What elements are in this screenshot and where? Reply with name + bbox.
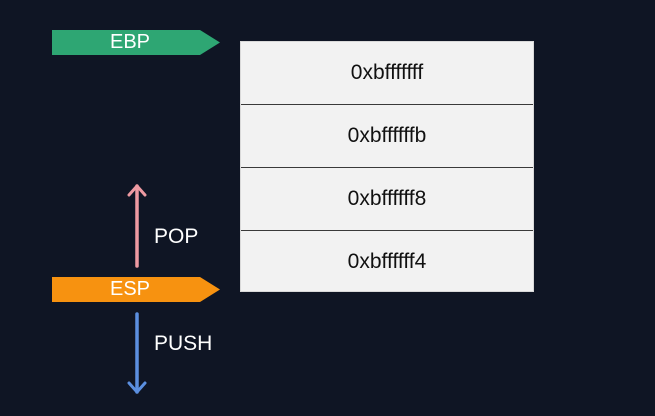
esp-label: ESP [109, 278, 151, 300]
stack-memory: 0xbfffffff 0xbffffffb 0xbffffff8 0xbffff… [240, 41, 534, 292]
ebp-label: EBP [109, 31, 151, 53]
push-label: PUSH [154, 332, 213, 355]
stack-cell-4: 0xbffffff4 [241, 230, 533, 292]
stack-cell-2: 0xbffffffb [241, 104, 533, 166]
pop-label: POP [154, 225, 199, 248]
esp-pointer: ESP [52, 277, 220, 302]
ebp-arrow-shape [52, 30, 220, 55]
stack-cell-1: 0xbfffffff [350, 61, 424, 84]
pop-arrow-up-icon [127, 184, 147, 268]
stack-cell-3: 0xbffffff8 [241, 167, 533, 229]
push-arrow-down-icon [127, 312, 147, 394]
esp-arrow-shape [52, 277, 220, 302]
ebp-pointer: EBP [52, 30, 220, 55]
